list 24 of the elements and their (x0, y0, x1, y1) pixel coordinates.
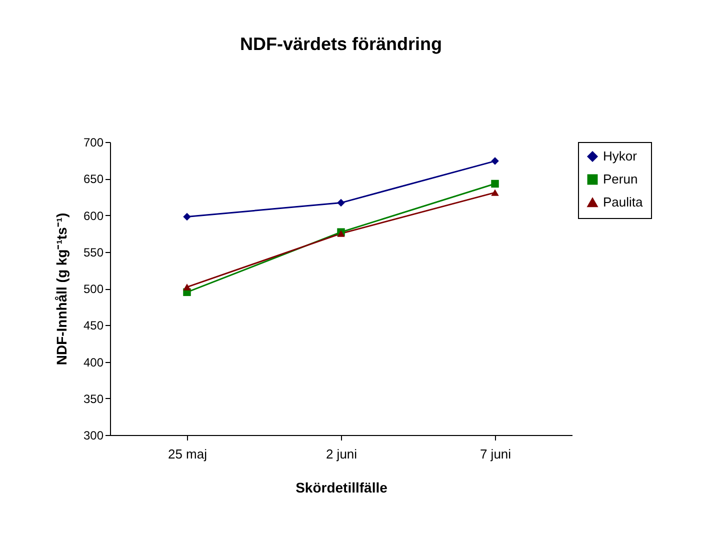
y-tick-label: 350 (83, 392, 104, 406)
y-tick-label: 400 (83, 355, 104, 370)
x-tick-label: 2 juni (326, 446, 358, 462)
x-tick-label: 25 maj (168, 446, 208, 462)
x-tick-label: 7 juni (480, 446, 512, 462)
y-tick-label: 550 (83, 245, 104, 260)
legend-label: Perun (603, 172, 638, 186)
point (183, 212, 191, 221)
legend-label: Hykor (603, 148, 638, 164)
point (491, 189, 499, 196)
y-axis-title: NDF-Innhåll (g kg⁻¹ts⁻¹) (53, 212, 70, 366)
y-tick-label: 700 (83, 136, 104, 150)
point (183, 284, 191, 290)
y-tick-label: 600 (83, 208, 104, 223)
y-tick-label: 500 (83, 282, 104, 296)
point (337, 198, 345, 207)
x-axis-title: Skördetillfälle (296, 480, 388, 496)
chart-title: NDF-värdets förändring (240, 34, 442, 54)
point (491, 157, 499, 165)
y-tick-label: 450 (83, 318, 104, 333)
y-tick-label: 300 (83, 428, 104, 442)
point (491, 180, 499, 188)
legend-label: Paulita (603, 194, 644, 210)
y-tick-label: 650 (83, 172, 104, 186)
